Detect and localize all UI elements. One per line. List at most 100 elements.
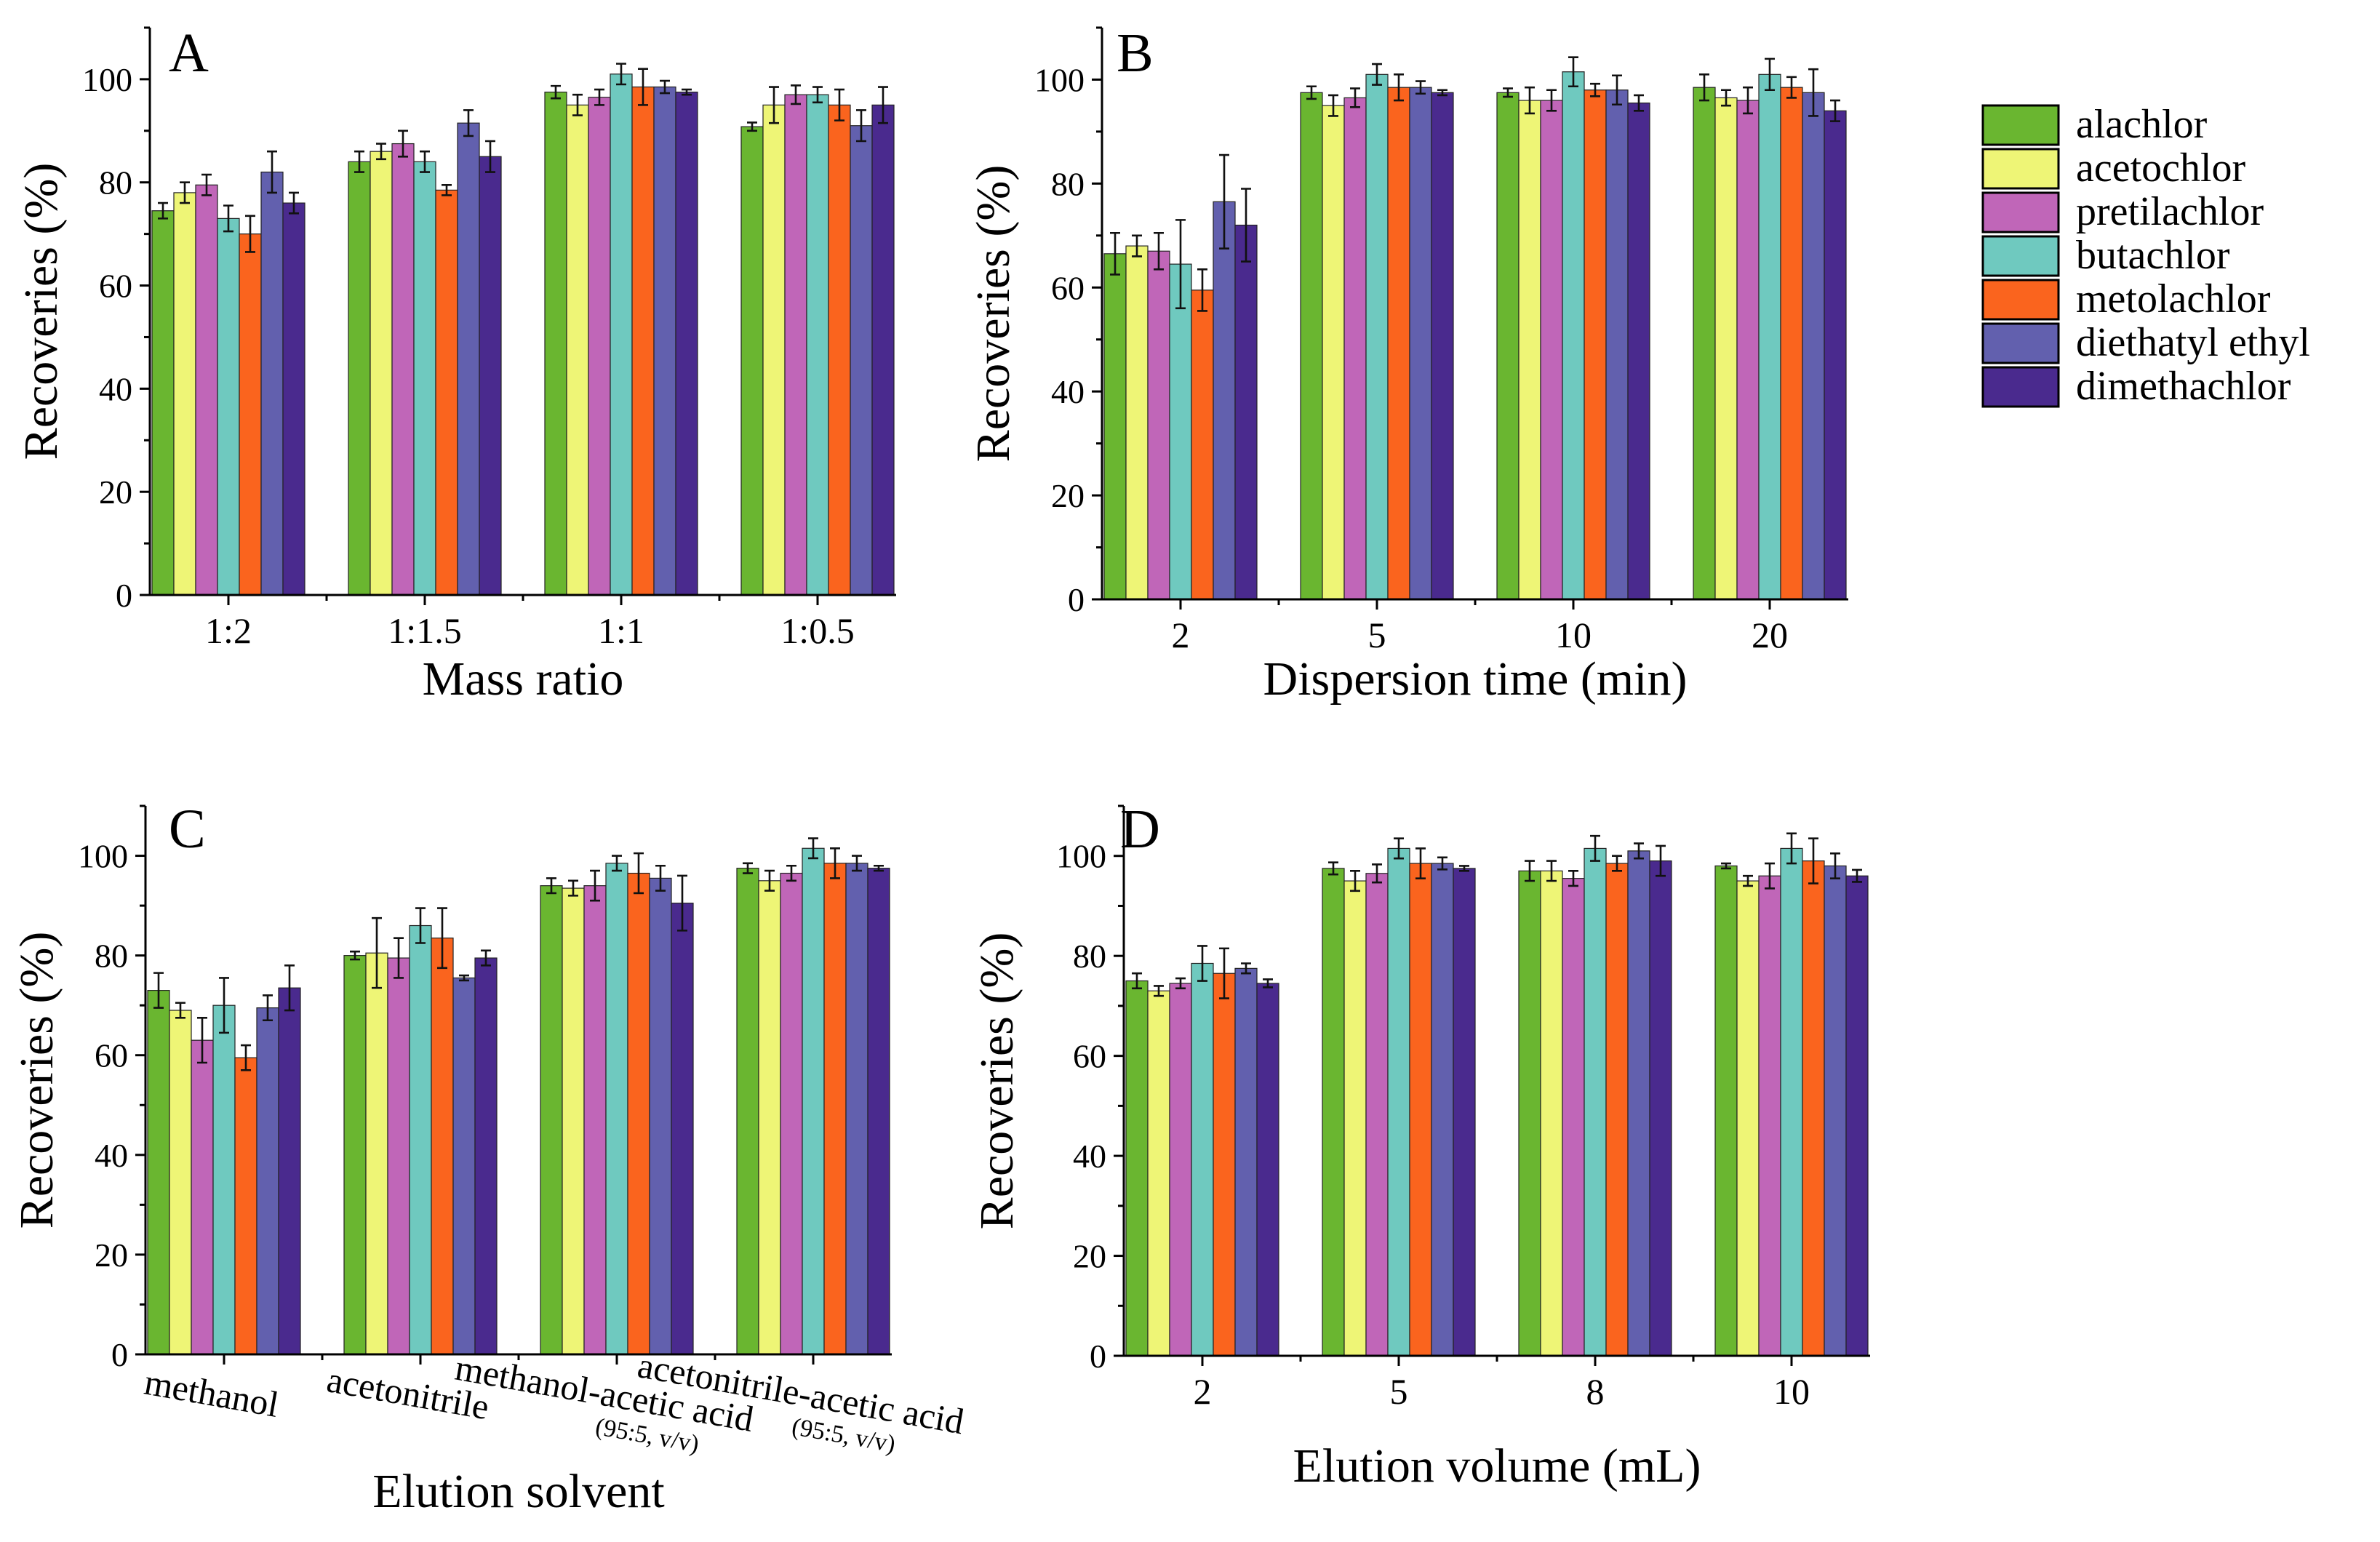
bar-alachlor-methanol-acetic-acid <box>540 885 563 1355</box>
error-bar <box>1721 862 1731 870</box>
bar-dimethachlor-10 <box>1845 875 1869 1357</box>
error-bar <box>616 63 626 86</box>
error-bar <box>1830 99 1840 122</box>
x-axis-title: Dispersion time (min) <box>1263 652 1688 706</box>
bar-diethatyl-ethyl-10 <box>1605 89 1629 600</box>
error-bar <box>677 874 687 932</box>
error-bar <box>1415 847 1426 879</box>
bar-dimethachlor-methanol <box>278 987 301 1355</box>
error-bar <box>415 907 426 944</box>
legend: alachloracetochlorpretilachlorbutachlorm… <box>1981 102 2310 409</box>
bar-acetochlor-10 <box>1736 880 1760 1357</box>
error-bar <box>830 847 840 879</box>
x-axis-title: Elution solvent <box>372 1465 664 1518</box>
bar-acetochlor-2 <box>1125 245 1149 600</box>
legend-label-pretilachlor: pretilachlor <box>2076 189 2264 234</box>
y-tick-label: 60 <box>95 1037 128 1074</box>
bar-pretilachlor-acetonitrile <box>387 957 410 1355</box>
bar-acetochlor-20 <box>1714 97 1738 600</box>
legend-label-alachlor: alachlor <box>2076 102 2208 147</box>
legend-label-dimethachlor: dimethachlor <box>2076 364 2291 409</box>
bar-diethatyl-ethyl-20 <box>1802 92 1825 600</box>
bar-butachlor-methanol <box>212 1004 236 1355</box>
error-bar <box>437 907 447 970</box>
y-axis-title: Recoveries (%) <box>970 932 1023 1230</box>
bar-alachlor-1-1 <box>544 92 567 596</box>
error-bar <box>1219 153 1229 249</box>
bar-butachlor-10 <box>1562 71 1585 600</box>
error-bar <box>1634 842 1644 860</box>
y-tick-label: 80 <box>1073 938 1106 975</box>
error-bar <box>197 1017 207 1064</box>
bar-pretilachlor-8 <box>1562 878 1585 1357</box>
x-tick-label: 20 <box>1752 615 1788 655</box>
bar-metolachlor-20 <box>1780 87 1803 600</box>
bar-butachlor-methanol-acetic-acid <box>605 863 628 1355</box>
legend-swatch-metolachlor <box>1981 279 2060 321</box>
legend-swatch-pretilachlor <box>1981 191 2060 233</box>
bar-pretilachlor-10 <box>1758 875 1781 1357</box>
error-bar <box>1525 86 1535 115</box>
error-bar <box>1525 860 1535 882</box>
y-axis-title: Recoveries (%) <box>967 165 1020 463</box>
error-bar <box>1132 972 1142 990</box>
error-bar <box>442 183 452 196</box>
bar-dimethachlor-1-1-5 <box>479 156 502 596</box>
y-tick-label: 80 <box>95 938 128 975</box>
bar-diethatyl-ethyl-5 <box>1409 87 1432 600</box>
bar-acetochlor-1-1-5 <box>370 151 393 596</box>
error-bar <box>1154 231 1164 271</box>
bar-dimethachlor-8 <box>1649 860 1672 1357</box>
legend-label-metolachlor: metolachlor <box>2076 276 2271 321</box>
bar-diethatyl-ethyl-2 <box>1234 967 1258 1357</box>
error-bar <box>743 862 753 874</box>
y-tick-label: 0 <box>1090 1338 1106 1375</box>
panel-label: B <box>1117 23 1154 84</box>
bar-butachlor-1-2 <box>217 217 240 596</box>
bar-alachlor-2 <box>1103 253 1127 600</box>
error-bar <box>572 93 583 116</box>
panel-d: 0 20 40 60 80 100 2 5 8 10 Elution volume (mL) Reco… <box>970 799 1870 1493</box>
error-bar <box>878 86 888 124</box>
error-bar <box>372 916 382 989</box>
bar-metolachlor-2 <box>1191 289 1214 600</box>
panel-label: C <box>169 799 206 860</box>
error-bar <box>1830 852 1840 879</box>
error-bar <box>1634 94 1644 112</box>
error-bar <box>267 150 277 194</box>
error-bar <box>1350 87 1360 108</box>
bar-diethatyl-ethyl-methanol-acetic-acid <box>649 877 672 1355</box>
bar-alachlor-1-2 <box>151 210 175 596</box>
bar-diethatyl-ethyl-1-2 <box>260 171 284 596</box>
error-bar <box>1219 947 1229 999</box>
error-bar <box>1372 863 1382 884</box>
error-bar <box>1437 856 1447 871</box>
bar-dimethachlor-1-2 <box>282 202 306 596</box>
error-bar <box>463 109 474 137</box>
panel-label: A <box>169 23 209 84</box>
bar-acetochlor-methanol-acetic-acid <box>562 887 585 1355</box>
error-bar <box>769 86 779 124</box>
bar-metolachlor-1-1 <box>631 86 655 596</box>
error-bar <box>398 129 408 158</box>
y-tick-label: 20 <box>99 474 132 511</box>
error-bar <box>1437 89 1447 97</box>
error-bar <box>420 150 430 173</box>
legend-swatch-dimethachlor <box>1981 366 2060 408</box>
bar-acetochlor-acetonitrile-acetic-acid <box>758 880 781 1355</box>
bar-pretilachlor-methanol <box>191 1039 214 1355</box>
error-bar <box>1656 844 1666 877</box>
bar-butachlor-acetonitrile-acetic-acid <box>802 847 825 1355</box>
error-bar <box>1394 73 1404 102</box>
x-axis-title: Mass ratio <box>423 652 624 706</box>
bar-dimethachlor-20 <box>1824 110 1847 600</box>
legend-swatch-acetochlor <box>1981 148 2060 190</box>
x-tick-label: 2 <box>1194 1371 1212 1412</box>
error-bar <box>289 191 299 215</box>
bar-diethatyl-ethyl-5 <box>1431 863 1454 1357</box>
error-bar <box>201 173 212 196</box>
bar-alachlor-20 <box>1693 87 1716 600</box>
legend-label-butachlor: butachlor <box>2076 233 2230 278</box>
y-tick-label: 40 <box>99 370 132 407</box>
error-bar <box>1743 86 1753 115</box>
